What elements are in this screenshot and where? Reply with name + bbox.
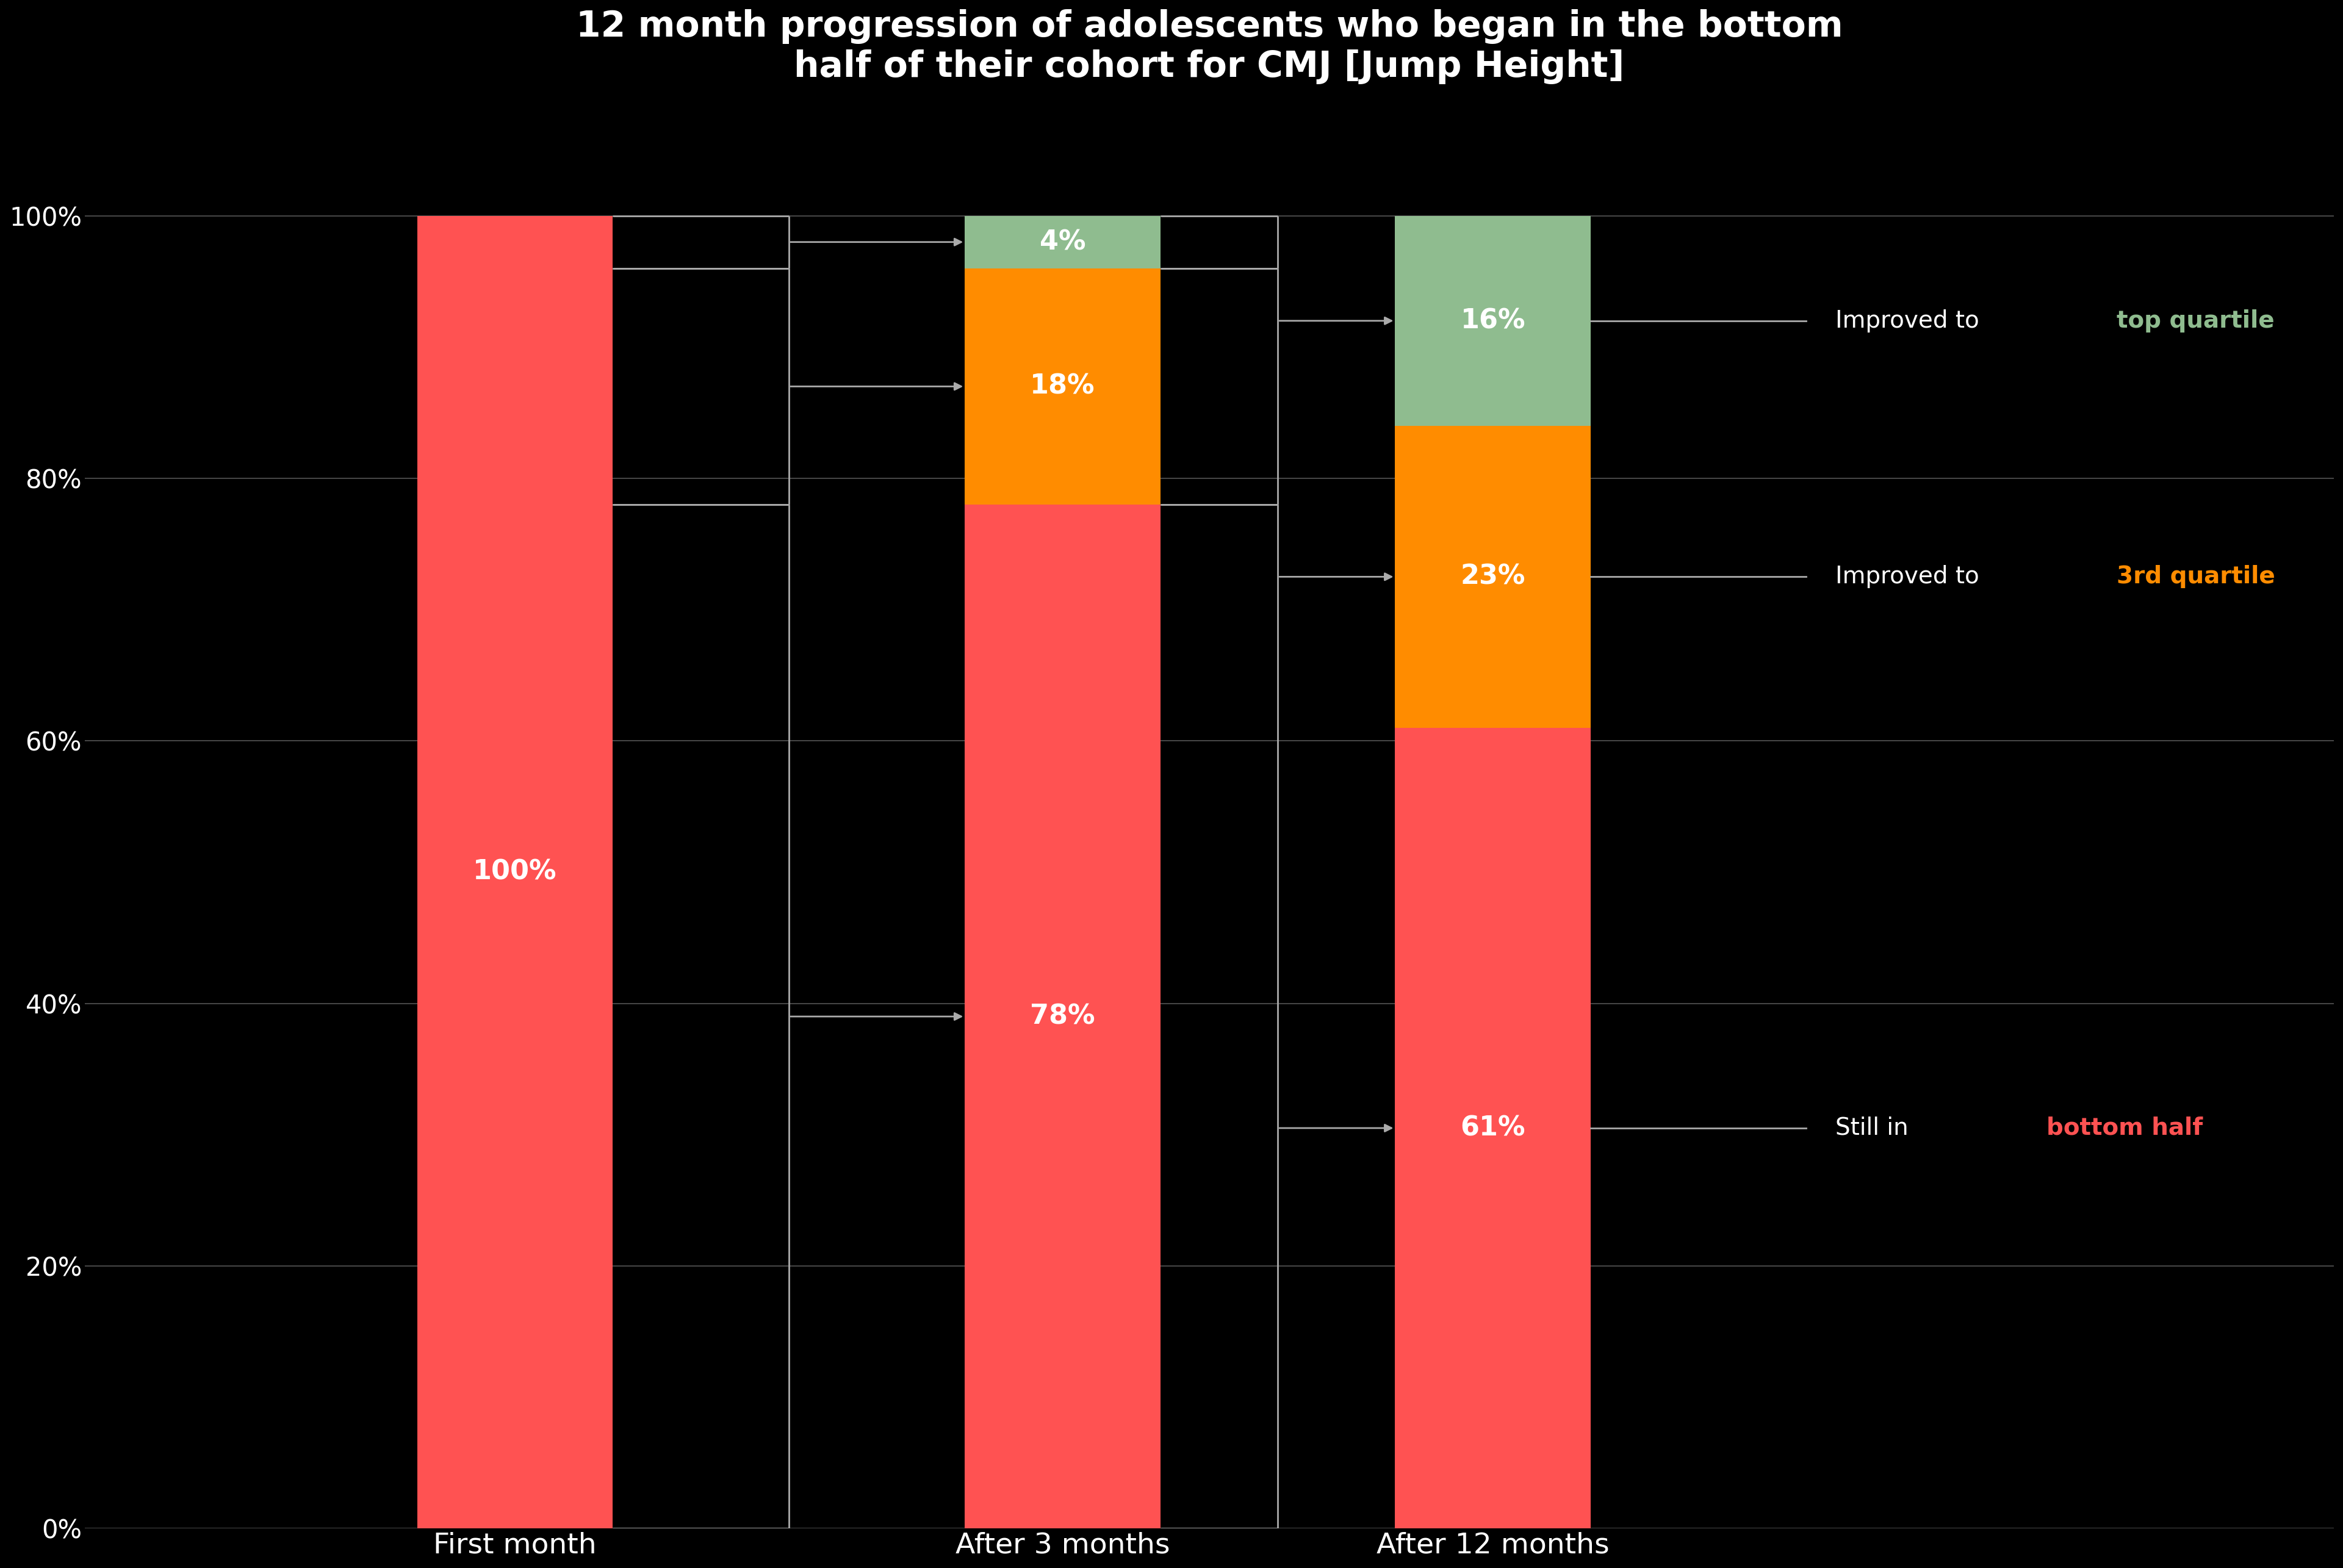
Text: Improved to: Improved to: [1835, 564, 1987, 588]
Text: 61%: 61%: [1460, 1115, 1525, 1142]
Text: top quartile: top quartile: [2116, 309, 2275, 332]
Text: bottom half: bottom half: [2045, 1116, 2202, 1140]
Bar: [965, 216, 1160, 268]
Text: 4%: 4%: [1040, 229, 1085, 256]
Bar: [1394, 216, 1591, 426]
Text: 18%: 18%: [1031, 373, 1094, 400]
Text: 100%: 100%: [473, 859, 558, 886]
Title: 12 month progression of adolescents who began in the bottom
half of their cohort: 12 month progression of adolescents who …: [576, 9, 1844, 85]
Text: 23%: 23%: [1460, 563, 1525, 590]
Bar: [417, 216, 614, 1529]
Text: 78%: 78%: [1031, 1004, 1094, 1030]
Bar: [1394, 426, 1591, 728]
Text: 16%: 16%: [1460, 307, 1525, 334]
Bar: [965, 268, 1160, 505]
Text: Improved to: Improved to: [1835, 309, 1987, 332]
Text: 3rd quartile: 3rd quartile: [2116, 564, 2275, 588]
Text: Still in: Still in: [1835, 1116, 1917, 1140]
Bar: [965, 505, 1160, 1529]
Bar: [1394, 728, 1591, 1529]
